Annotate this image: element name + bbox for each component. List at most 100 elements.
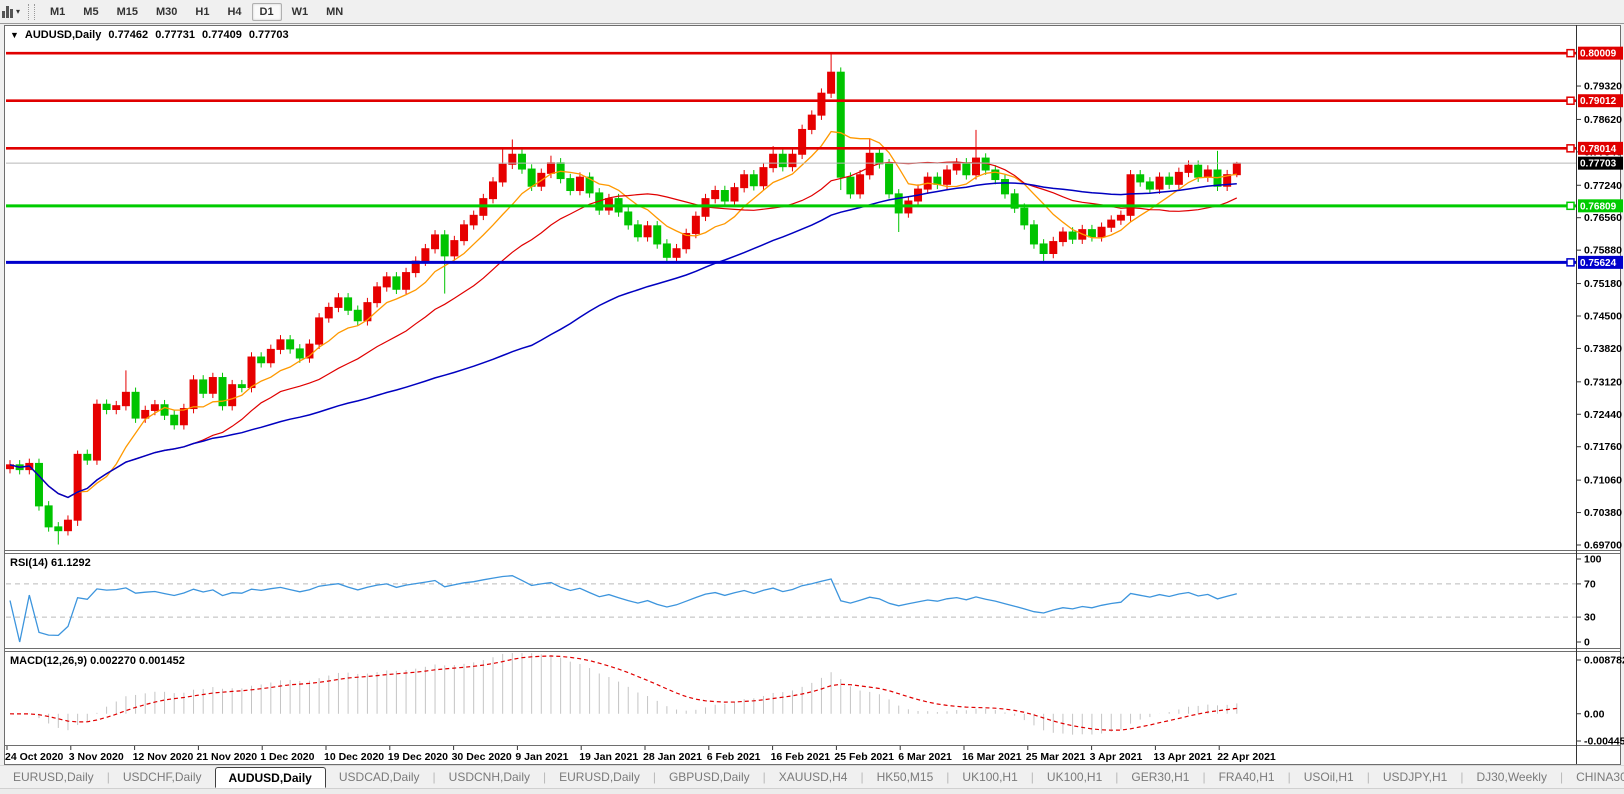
chart-tab-DJ30-Weekly[interactable]: DJ30,Weekly [1476, 770, 1547, 784]
ma-55-line [9, 182, 1237, 499]
date-axis-label: 12 Nov 2020 [133, 751, 194, 763]
price-axis-tick: 0.70380 [1584, 507, 1622, 519]
svg-text:0.76809: 0.76809 [1580, 201, 1617, 212]
timeframe-button-M1[interactable]: M1 [50, 5, 66, 18]
rsi-axis-tick: 100 [1584, 554, 1602, 566]
timeframe-button-M5[interactable]: M5 [83, 5, 99, 18]
date-axis-label: 28 Jan 2021 [643, 751, 702, 763]
date-axis-label: 19 Dec 2020 [388, 751, 448, 763]
tab-separator: | [106, 770, 110, 784]
timeframe-button-H4[interactable]: H4 [227, 5, 242, 18]
date-axis-label: 13 Apr 2021 [1153, 751, 1212, 763]
price-axis-tick: 0.73820 [1584, 343, 1622, 355]
date-axis-label: 22 Apr 2021 [1217, 751, 1276, 763]
timeframe-button-H1[interactable]: H1 [195, 5, 210, 18]
chart-tab-XAUUSD-H4[interactable]: XAUUSD,H4 [778, 770, 848, 784]
candlestick-chart-icon [2, 5, 13, 18]
timeframe-button-W1[interactable]: W1 [291, 5, 309, 18]
chart-tab-USDCAD-Daily[interactable]: USDCAD,Daily [338, 770, 420, 784]
chart-tab-GER30-H1[interactable]: GER30,H1 [1131, 770, 1190, 784]
tab-separator: | [1030, 770, 1034, 784]
level-handle [1566, 48, 1575, 58]
level-handle [1566, 144, 1575, 153]
tab-separator: | [1287, 770, 1291, 784]
tab-separator: | [762, 770, 766, 784]
price-axis-tick: 0.73120 [1584, 376, 1622, 388]
chart-tab-HK50-M15[interactable]: HK50,M15 [876, 770, 934, 784]
price-axis-tick: 0.75880 [1584, 245, 1622, 257]
chart-type-button[interactable]: ▾ [0, 0, 24, 23]
date-axis-label: 19 Jan 2021 [579, 751, 638, 763]
price-tag [1578, 156, 1623, 170]
date-axis-label: 25 Feb 2021 [834, 751, 894, 763]
price-tag [1578, 94, 1623, 108]
price-axis-tick: 0.71060 [1584, 475, 1622, 487]
tab-separator: | [543, 770, 547, 784]
macd-axis-tick: 0.008782 [1584, 655, 1624, 667]
chart-tab-UK100-H1[interactable]: UK100,H1 [1046, 770, 1103, 784]
chart-tab-CHINA300-H1[interactable]: CHINA300,H1 [1576, 770, 1624, 784]
chart-tab-USOil-H1[interactable]: USOil,H1 [1303, 770, 1354, 784]
timeframe-buttons: M1 M5 M15 M30 H1 H4 D1 W1 MN [41, 0, 352, 23]
price-tag [1578, 46, 1623, 60]
date-axis-label: 16 Mar 2021 [962, 751, 1022, 763]
tab-separator: | [1115, 770, 1119, 784]
timeframe-button-MN[interactable]: MN [326, 5, 344, 18]
rsi-line [9, 575, 1237, 643]
rsi-axis-tick: 30 [1584, 612, 1596, 624]
tab-separator: | [1366, 770, 1370, 784]
svg-text:0.75624: 0.75624 [1580, 258, 1617, 269]
price-tag [1578, 199, 1623, 213]
chart-tab-FRA40-H1[interactable]: FRA40,H1 [1218, 770, 1275, 784]
chart-tab-EURUSD-Daily[interactable]: EURUSD,Daily [559, 770, 640, 784]
timeframe-button-D1[interactable]: D1 [251, 2, 282, 21]
tab-separator: | [652, 770, 656, 784]
timeframe-button-M15[interactable]: M15 [116, 5, 138, 18]
price-axis-tick: 0.77240 [1584, 180, 1622, 192]
date-axis-label: 3 Apr 2021 [1090, 751, 1143, 763]
toolbar-grip[interactable] [28, 3, 36, 20]
price-axis-tick: 0.71760 [1584, 441, 1622, 453]
ma-8-line [9, 130, 1237, 499]
date-axis-label: 10 Dec 2020 [324, 751, 384, 763]
chevron-down-icon: ▾ [16, 7, 21, 16]
price-axis-tick: 0.76560 [1584, 212, 1622, 224]
date-axis-label: 9 Jan 2021 [515, 751, 568, 763]
chart-surface[interactable]: 0.793200.786200.779400.772400.765600.758… [0, 24, 1624, 765]
tab-separator: | [432, 770, 436, 784]
price-axis-tick: 0.75180 [1584, 278, 1622, 290]
svg-text:0.79012: 0.79012 [1580, 96, 1617, 107]
date-axis-label: 6 Feb 2021 [707, 751, 761, 763]
chart-tab-EURUSD-Daily[interactable]: EURUSD,Daily [13, 770, 94, 784]
level-handle [1566, 96, 1575, 105]
price-tag [1578, 255, 1623, 269]
rsi-axis-tick: 70 [1584, 578, 1596, 590]
svg-text:0.78014: 0.78014 [1580, 144, 1617, 155]
chart-tab-GBPUSD-Daily[interactable]: GBPUSD,Daily [668, 770, 750, 784]
tab-separator: | [1460, 770, 1464, 784]
chart-tab-AUDUSD-Daily[interactable]: AUDUSD,Daily [214, 767, 326, 788]
date-axis-label: 6 Mar 2021 [898, 751, 952, 763]
date-axis-label: 1 Dec 2020 [260, 751, 314, 763]
chart-tab-USDCHF-Daily[interactable]: USDCHF,Daily [122, 770, 202, 784]
candles [6, 53, 1241, 545]
price-axis-tick: 0.69700 [1584, 540, 1622, 552]
ma-20-line [9, 161, 1238, 499]
timeframe-button-M30[interactable]: M30 [155, 5, 178, 18]
tab-separator: | [946, 770, 950, 784]
date-axis-label: 24 Oct 2020 [5, 751, 64, 763]
price-axis-tick: 0.72440 [1584, 409, 1622, 421]
date-axis-label: 3 Nov 2020 [69, 751, 124, 763]
price-axis-tick: 0.78620 [1584, 114, 1622, 126]
chart-tab-USDCNH-Daily[interactable]: USDCNH,Daily [448, 770, 531, 784]
chart-tab-UK100-H1[interactable]: UK100,H1 [962, 770, 1018, 784]
date-axis-label: 21 Nov 2020 [196, 751, 257, 763]
price-axis-tick: 0.74500 [1584, 310, 1622, 322]
chart-tab-USDJPY-H1[interactable]: USDJPY,H1 [1382, 770, 1448, 784]
date-axis-label: 16 Feb 2021 [771, 751, 831, 763]
tab-separator: | [1202, 770, 1206, 784]
macd-axis-tick: -0.004451 [1584, 736, 1624, 748]
price-tag [1578, 141, 1623, 155]
date-axis-label: 30 Dec 2020 [452, 751, 512, 763]
tab-separator: | [860, 770, 864, 784]
